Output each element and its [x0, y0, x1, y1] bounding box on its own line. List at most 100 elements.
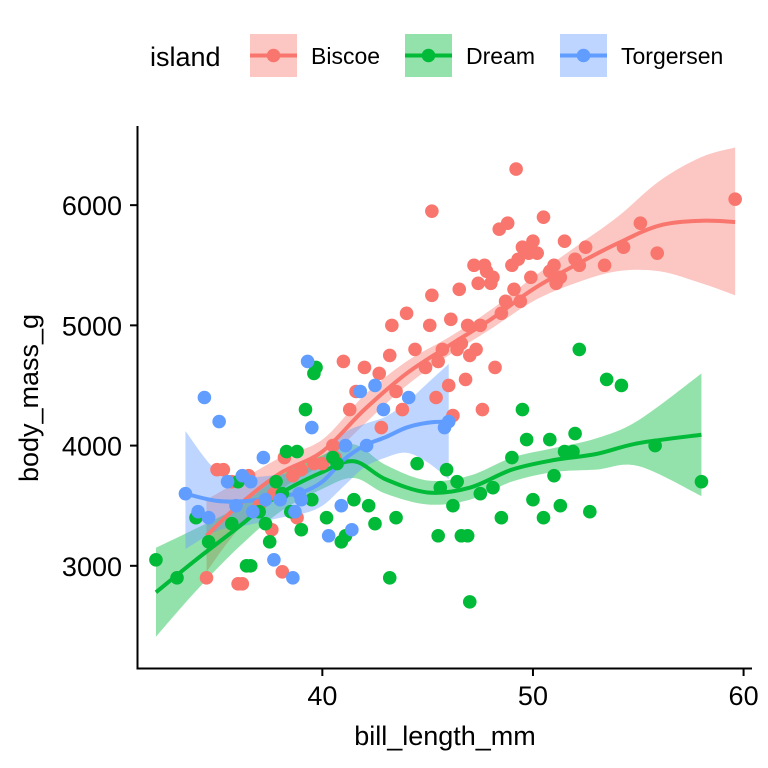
dream-point [568, 426, 582, 441]
biscoe-point [382, 348, 397, 363]
biscoe-point [488, 360, 502, 375]
biscoe-point [372, 366, 387, 381]
dream-point [583, 504, 597, 519]
dream-point [547, 468, 561, 483]
biscoe-point [557, 234, 572, 249]
biscoe-point [469, 342, 483, 357]
torgersen-trend-line [184, 419, 449, 504]
torgersen-point [321, 528, 336, 543]
torgersen-point [246, 504, 260, 519]
legend-title: island [150, 42, 221, 72]
legend-point-dream [421, 48, 436, 63]
biscoe-point [578, 240, 593, 255]
y-tick-label: 5000 [62, 311, 122, 341]
biscoe-point [452, 282, 467, 297]
dream-point [543, 432, 557, 447]
dream-point [382, 571, 397, 585]
dream-point [269, 474, 283, 489]
dream-point [473, 486, 488, 501]
biscoe-point [418, 360, 433, 375]
biscoe-point [395, 402, 410, 417]
dream-point [536, 510, 551, 525]
x-tick-label: 50 [518, 681, 548, 711]
dream-point [519, 432, 534, 447]
biscoe-point [422, 318, 437, 333]
dream-point [319, 510, 334, 525]
dream-point [305, 492, 319, 507]
dream-point [330, 456, 344, 471]
dream-point [389, 510, 403, 525]
torgersen-point [401, 390, 416, 405]
dream-point [526, 492, 540, 507]
dream-point [262, 534, 277, 549]
biscoe-point [425, 204, 439, 218]
biscoe-point [294, 462, 309, 477]
biscoe-point [441, 378, 456, 393]
torgersen-point [243, 474, 258, 489]
dream-point [460, 528, 475, 543]
biscoe-point [509, 162, 523, 176]
dream-point [298, 402, 313, 417]
dream-point [572, 342, 587, 357]
biscoe-point [336, 354, 351, 369]
biscoe-trend-line [205, 218, 736, 538]
dream-point [431, 528, 445, 543]
biscoe-point [498, 294, 513, 309]
legend-item-torgersen: Torgersen [560, 34, 723, 77]
biscoe-point [235, 577, 250, 591]
dream-point [486, 480, 500, 495]
torgersen-point [441, 414, 456, 429]
biscoe-point [199, 571, 214, 585]
biscoe-point [572, 258, 587, 273]
dream-point [446, 498, 460, 513]
dream-point [515, 402, 530, 417]
legend-items: Biscoe Dream Torgersen [250, 34, 723, 77]
torgersen-point [256, 450, 271, 465]
dream-point [599, 372, 614, 387]
dream-point [462, 595, 477, 609]
torgersen-point [220, 474, 235, 489]
torgersen-point [197, 390, 212, 405]
legend-label-dream: Dream [466, 43, 535, 69]
torgersen-point [376, 402, 391, 417]
biscoe-point [547, 258, 561, 273]
torgersen-point [294, 492, 309, 507]
dream-point [294, 522, 309, 537]
biscoe-point [633, 216, 648, 230]
x-tick-label: 40 [307, 681, 337, 711]
biscoe-point [458, 372, 473, 387]
torgersen-point [338, 438, 353, 453]
biscoe-point [425, 288, 439, 303]
torgersen-point [368, 378, 382, 393]
biscoe-point [429, 390, 443, 405]
dream-point [614, 378, 629, 393]
dream-point [368, 516, 382, 531]
biscoe-point [315, 456, 330, 471]
legend-point-torgersen [576, 48, 591, 63]
legend-label-torgersen: Torgersen [621, 43, 723, 69]
dream-point [224, 516, 239, 531]
torgersen-point [267, 553, 281, 567]
dream-point [290, 444, 304, 459]
biscoe-point [526, 234, 540, 249]
biscoe-point [494, 306, 509, 321]
biscoe-point [473, 318, 488, 333]
biscoe-point [553, 270, 568, 285]
dream-point [694, 474, 709, 489]
biscoe-point [597, 258, 612, 273]
legend-point-biscoe [266, 48, 281, 63]
legend-item-biscoe: Biscoe [250, 34, 380, 77]
dream-point [566, 444, 580, 459]
torgersen-point [229, 498, 243, 513]
dream-point [505, 450, 519, 465]
torgersen-point [191, 504, 205, 519]
torgersen-point [300, 354, 315, 369]
torgersen-point [178, 486, 193, 501]
biscoe-point [650, 246, 665, 261]
biscoe-point [431, 354, 445, 369]
biscoe-point [511, 252, 526, 267]
torgersen-point [258, 492, 273, 507]
biscoe-point [513, 294, 528, 309]
biscoe-point [728, 192, 742, 206]
